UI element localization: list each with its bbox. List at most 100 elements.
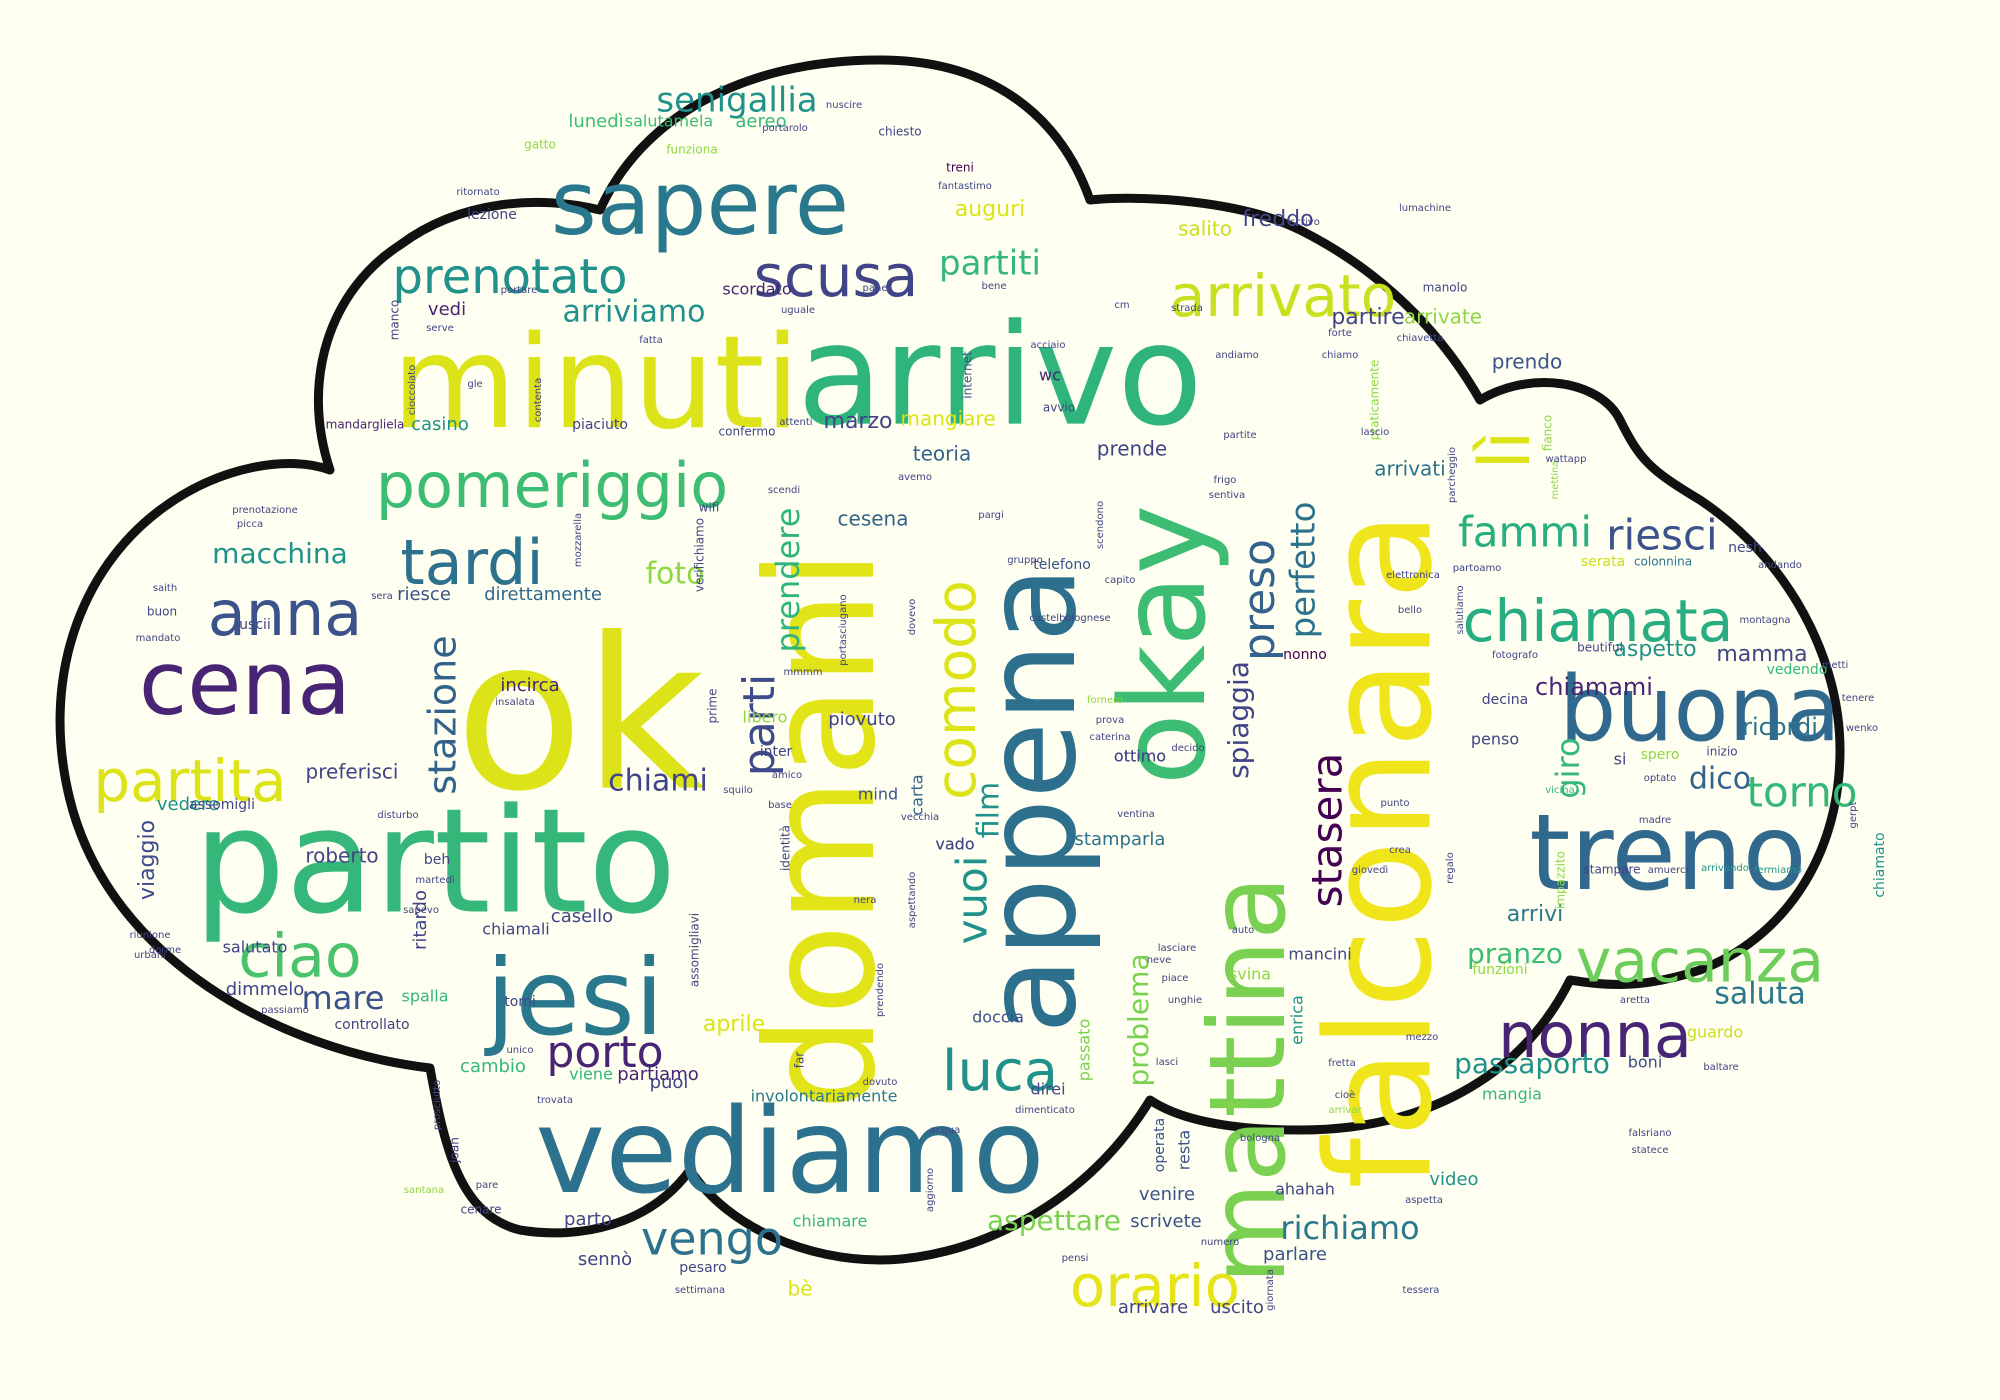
word-praticamente: praticamente: [1368, 360, 1382, 441]
word-chiamata: chiamata: [1463, 587, 1734, 655]
word-uguale: uguale: [781, 305, 815, 316]
word-baltare: baltare: [1703, 1062, 1738, 1073]
word-vicina: vicina: [1545, 785, 1574, 796]
word-venire: venire: [1139, 1184, 1195, 1205]
word-salutiamo: salutiamo: [1455, 585, 1466, 634]
word-comodo: comodo: [924, 580, 988, 800]
word-riesce: riesce: [397, 584, 451, 605]
word-urbani: urbani: [134, 950, 166, 961]
word-porto: porto: [546, 1027, 663, 1078]
word-stasera: stasera: [1303, 753, 1352, 908]
word-video: video: [1429, 1169, 1478, 1190]
word-uscii: uscii: [239, 617, 271, 633]
word-avvio: avvio: [1043, 401, 1075, 415]
word-base: base: [768, 800, 792, 811]
word-prosciutto: prosciutto: [432, 1080, 443, 1130]
word-giovedì: giovedì: [1352, 864, 1389, 876]
word-scrivete: scrivete: [1130, 1211, 1202, 1232]
word-saith: saith: [153, 583, 177, 594]
word-ritardo: ritardo: [410, 890, 431, 950]
word-chiamato: chiamato: [1872, 832, 1888, 897]
word-vacanza: vacanza: [1576, 927, 1824, 997]
word-sera: sera: [371, 591, 393, 602]
word-chiavetta: chiavetta: [1397, 333, 1444, 344]
word-casino: casino: [411, 414, 469, 435]
word-fammi: fammi: [1458, 508, 1592, 557]
word-tenere: tenere: [1842, 693, 1875, 704]
word-foto: foto: [645, 557, 704, 592]
word-arrivi: arrivi: [1507, 902, 1563, 927]
word-vedi: vedi: [428, 299, 466, 320]
word-parti: parti: [734, 674, 785, 776]
word-buona: buona: [1559, 657, 1840, 762]
word-contenta: contenta: [533, 378, 544, 422]
word-fermiamo: fermiamo: [1754, 865, 1802, 876]
word-spero: spero: [1641, 747, 1680, 763]
word-mezzo: mezzo: [1406, 1032, 1439, 1043]
word-disturbo: disturbo: [377, 810, 418, 821]
word-scusa: scusa: [754, 242, 919, 310]
word-passaporto: passaporto: [1454, 1047, 1610, 1080]
word-pane: pane: [863, 283, 888, 294]
word-arrivar: arrivar: [1328, 1105, 1362, 1116]
word-torno: torno: [1746, 768, 1857, 817]
word-parto: parto: [564, 1209, 612, 1230]
word-mind: mind: [858, 785, 898, 804]
word-scendono: scendono: [1095, 501, 1106, 549]
word-arrivati: arrivati: [1374, 457, 1445, 481]
word-spalla: spalla: [402, 987, 449, 1006]
word-fotografo: fotografo: [1492, 650, 1538, 661]
word-wc: wc: [1039, 366, 1061, 385]
word-partito: partito: [193, 778, 676, 947]
word-chiamami: chiamami: [1535, 673, 1653, 701]
word-aprile: aprile: [703, 1012, 765, 1037]
word-chiamali: chiamali: [482, 920, 549, 939]
word-fianco: fianco: [1541, 415, 1555, 451]
word-libero: libero: [743, 708, 788, 727]
word-confermo: confermo: [719, 425, 776, 439]
word-vediamo: vediamo: [535, 1082, 1045, 1220]
word-dico: dico: [1689, 762, 1751, 797]
word-mamma: mamma: [1716, 642, 1807, 667]
word-mare: mare: [302, 979, 385, 1017]
word-passato: passato: [1075, 1019, 1094, 1082]
word-giornata: giornata: [1265, 1269, 1276, 1311]
word-nera: nera: [854, 895, 877, 906]
word-puoi: puoi: [650, 1072, 689, 1093]
word-dimenticato: dimenticato: [1015, 1105, 1075, 1116]
word-identità: identità: [779, 825, 793, 871]
word-portarolo: portarolo: [762, 123, 808, 134]
word-capito: capito: [1105, 575, 1136, 586]
word-unghie: unghie: [1168, 995, 1202, 1006]
word-vado: vado: [935, 835, 974, 854]
word-ottimo: ottimo: [1114, 747, 1166, 766]
word-minuti: minuti: [392, 309, 800, 458]
word-piovuto: piovuto: [828, 709, 896, 730]
word-vedendo: vedendo: [1767, 662, 1828, 678]
word-penso: penso: [1471, 730, 1519, 749]
word-tardi: tardi: [400, 526, 543, 599]
word-treni: treni: [946, 161, 974, 175]
word-chiesto: chiesto: [878, 125, 921, 139]
word-ricordi: ricordi: [1742, 713, 1818, 741]
word-chiamare: chiamare: [793, 1212, 868, 1231]
word-vengo: vengo: [641, 1212, 783, 1266]
word-wifi: wifi: [699, 501, 720, 515]
word-cm: cm: [1114, 300, 1129, 311]
word-ventina: ventina: [1117, 809, 1155, 820]
word-mancini: mancini: [1288, 945, 1351, 964]
word-metti: metti: [1822, 660, 1849, 671]
word-partire: partire: [1331, 305, 1404, 330]
word-portare: portare: [501, 285, 538, 296]
word-dovevo: dovevo: [907, 599, 918, 636]
word-wenko: wenko: [1846, 723, 1878, 734]
word-aspettando: aspettando: [907, 872, 918, 929]
word-cambio: cambio: [460, 1056, 526, 1077]
word-salutamela: salutamela: [625, 112, 713, 131]
word-preso: preso: [1234, 539, 1285, 661]
word-lì: lì: [1464, 431, 1546, 470]
word-assomigli: assomigli: [189, 797, 255, 813]
word-attenti: attenti: [779, 417, 812, 428]
word-chiami: chiami: [608, 764, 708, 799]
